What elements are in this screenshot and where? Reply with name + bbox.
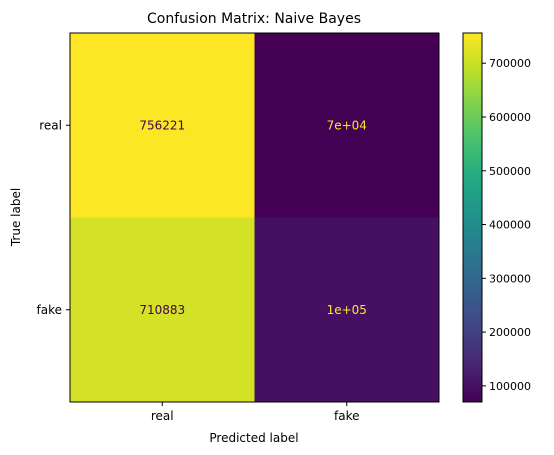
colorbar-tick-label: 500000 bbox=[489, 165, 531, 178]
y-axis-label: True label bbox=[9, 188, 23, 247]
colorbar-tick-label: 300000 bbox=[489, 272, 531, 285]
y-axis-ticks: real fake bbox=[37, 118, 70, 317]
y-tick-label: fake bbox=[37, 303, 62, 317]
matrix-cells: 756221 7e+04 710883 1e+05 bbox=[70, 33, 439, 402]
x-axis-label: Predicted label bbox=[209, 431, 298, 445]
x-tick-label: real bbox=[151, 409, 174, 423]
matrix-cell bbox=[70, 217, 255, 402]
colorbar-tick-label: 200000 bbox=[489, 326, 531, 339]
colorbar-ticks: 100000 200000 300000 400000 500000 600000 7000… bbox=[482, 57, 531, 393]
chart-title: Confusion Matrix: Naive Bayes bbox=[147, 11, 361, 27]
matrix-cell bbox=[254, 217, 439, 402]
y-tick-label: real bbox=[39, 118, 62, 132]
colorbar-tick-label: 100000 bbox=[489, 380, 531, 393]
cell-value-label: 756221 bbox=[139, 118, 185, 132]
x-tick-label: fake bbox=[334, 409, 359, 423]
x-axis-ticks: real fake bbox=[151, 402, 359, 423]
colorbar bbox=[462, 32, 483, 403]
cell-value-label: 7e+04 bbox=[327, 118, 367, 132]
cell-value-label: 710883 bbox=[139, 303, 185, 317]
plot-frame bbox=[69, 32, 440, 403]
matrix-cell bbox=[254, 33, 439, 218]
matrix-cell bbox=[70, 33, 255, 218]
cell-value-label: 1e+05 bbox=[327, 303, 367, 317]
colorbar-tick-label: 700000 bbox=[489, 57, 531, 70]
colorbar-tick-label: 400000 bbox=[489, 219, 531, 232]
colorbar-tick-label: 600000 bbox=[489, 111, 531, 124]
